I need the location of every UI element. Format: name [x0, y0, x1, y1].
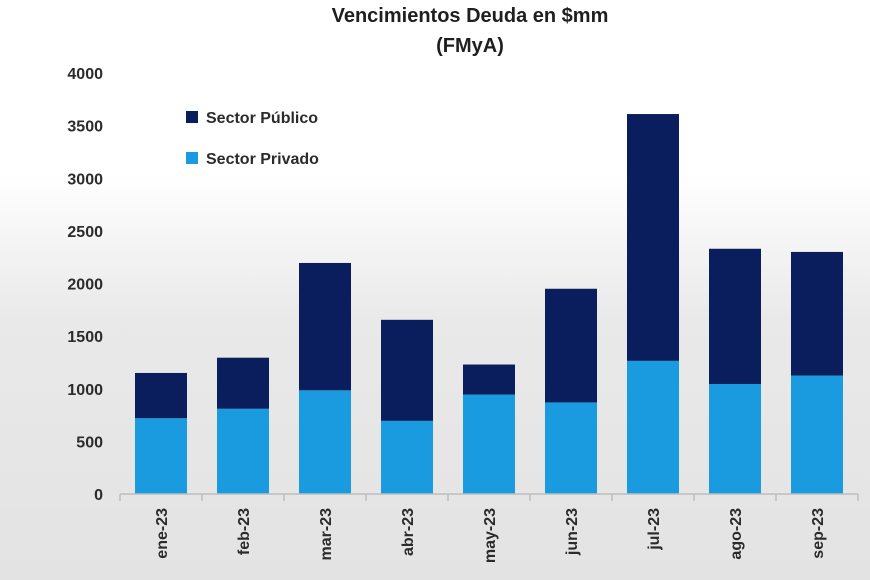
bars-group [135, 114, 843, 494]
y-tick-label: 3500 [67, 119, 103, 136]
x-tick-label: abr-23 [400, 508, 417, 556]
bar-segment-privado-mar-23 [299, 390, 351, 494]
bar-segment-publico-ene-23 [135, 372, 187, 419]
bar-segment-publico-feb-23 [217, 357, 269, 409]
y-tick-label: 3000 [67, 171, 103, 188]
y-tick-label: 4000 [67, 66, 103, 83]
chart-subtitle: (FMyA) [436, 35, 504, 57]
legend-swatch [186, 111, 198, 123]
x-tick-label: ene-23 [154, 508, 171, 559]
bar-segment-privado-abr-23 [381, 420, 433, 494]
x-tick-label: mar-23 [318, 508, 335, 561]
bar-segment-privado-may-23 [463, 394, 515, 494]
bar-segment-publico-may-23 [463, 364, 515, 395]
y-axis: 0 500 1000 1500 2000 2500 3000 3500 4000 [67, 66, 103, 504]
legend-label: Sector Privado [206, 151, 319, 168]
bar-segment-privado-jun-23 [545, 402, 597, 494]
x-tick-label: sep-23 [810, 508, 827, 559]
bar-segment-publico-mar-23 [299, 262, 351, 391]
x-tick-label: jun-23 [564, 508, 581, 556]
x-tick-label: ago-23 [728, 508, 745, 560]
bar-segment-publico-sep-23 [791, 251, 843, 376]
x-tick-label: jul-23 [646, 508, 663, 551]
x-tick-label: may-23 [482, 508, 499, 563]
bar-segment-publico-abr-23 [381, 319, 433, 421]
legend-label: Sector Público [206, 110, 318, 127]
y-tick-label: 0 [94, 487, 103, 504]
bar-segment-publico-ago-23 [709, 248, 761, 385]
y-tick-label: 2000 [67, 277, 103, 294]
y-tick-label: 1000 [67, 382, 103, 399]
y-tick-label: 2500 [67, 224, 103, 241]
x-tick-label: feb-23 [236, 508, 253, 555]
legend-swatch [186, 152, 198, 164]
x-axis: ene-23 feb-23 mar-23 abr-23 may-23 jun-23 jul-… [119, 494, 859, 563]
bar-segment-privado-sep-23 [791, 375, 843, 494]
chart-title: Vencimientos Deuda en $mm [332, 5, 609, 27]
y-tick-label: 1500 [67, 329, 103, 346]
bar-segment-privado-ago-23 [709, 384, 761, 494]
legend: Sector Público Sector Privado [186, 110, 319, 168]
bar-segment-privado-jul-23 [627, 360, 679, 494]
bar-segment-publico-jun-23 [545, 288, 597, 403]
bar-segment-publico-jul-23 [627, 114, 679, 361]
y-tick-label: 500 [76, 434, 103, 451]
bar-segment-privado-ene-23 [135, 418, 187, 494]
bar-segment-privado-feb-23 [217, 408, 269, 494]
